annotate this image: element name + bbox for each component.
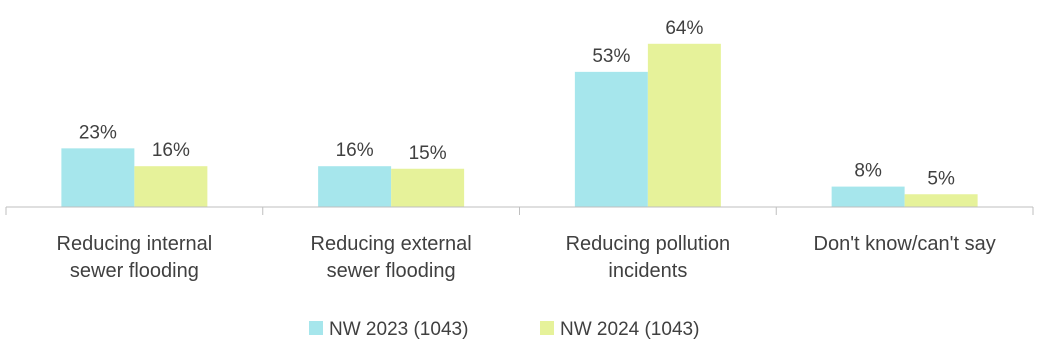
category-labels-group: Reducing internal sewer flooding Reducing … (57, 233, 996, 282)
data-labels-group: 23% 16% 16% 15% 53% 64% 8% 5% (79, 18, 955, 189)
category-label-3: Reducing pollution incidents (566, 233, 731, 282)
data-label-series-1-cat-1: 23% (79, 122, 117, 143)
legend-label-2: NW 2024 (1043) (560, 319, 699, 340)
legend: NW 2023 (1043) NW 2024 (1043) (309, 319, 699, 340)
x-axis (5, 206, 1034, 215)
data-label-series-2-cat-4: 5% (927, 168, 955, 189)
data-label-series-1-cat-3: 53% (592, 46, 630, 67)
bar-series-1-cat-1 (61, 148, 135, 207)
category-label-4: Don't know/can't say (814, 233, 996, 255)
category-label-2: Reducing external sewer flooding (311, 233, 472, 282)
data-label-series-1-cat-4: 8% (854, 161, 882, 182)
bar-series-2-cat-3 (647, 43, 721, 207)
bar-series-2-cat-4 (904, 194, 978, 207)
bar-series-2-cat-1 (134, 166, 208, 207)
bar-series-1-cat-2 (318, 166, 392, 207)
legend-label-1: NW 2023 (1043) (329, 319, 468, 340)
bar-series-1-cat-4 (831, 186, 905, 207)
data-label-series-1-cat-2: 16% (336, 140, 374, 161)
legend-swatch-2 (540, 321, 554, 335)
legend-swatch-1 (309, 321, 323, 335)
bars-group (61, 43, 978, 207)
data-label-series-2-cat-3: 64% (665, 18, 703, 39)
data-label-series-2-cat-2: 15% (409, 143, 447, 164)
bar-series-2-cat-2 (391, 168, 465, 207)
bar-series-1-cat-3 (574, 71, 648, 207)
data-label-series-2-cat-1: 16% (152, 140, 190, 161)
category-label-1: Reducing internal sewer flooding (57, 233, 213, 282)
